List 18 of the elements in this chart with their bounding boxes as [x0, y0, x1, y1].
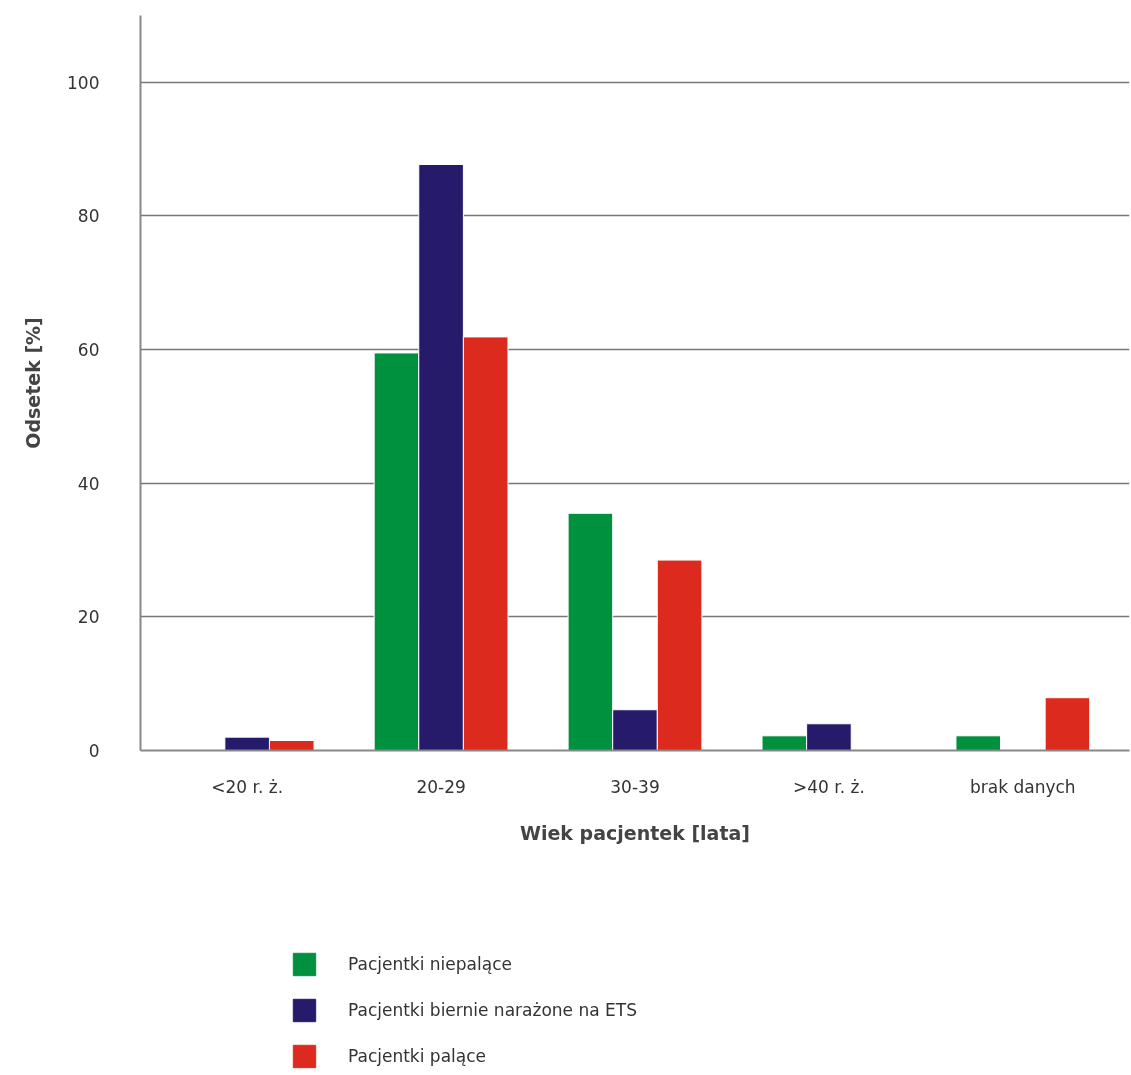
x-axis-title: Wiek pacjentek [lata]	[519, 821, 751, 844]
y-axis-title: Odsetek [%]	[22, 317, 45, 449]
bar	[1044, 697, 1091, 751]
x-tick-label: 30-39	[610, 776, 660, 797]
y-tick-label: 100	[67, 72, 100, 93]
y-tick-label: 0	[88, 741, 100, 761]
x-tick-label: brak danych	[970, 776, 1076, 797]
x-tick-label: >40 r. ż.	[793, 776, 865, 797]
y-tick-label: 40	[77, 473, 100, 494]
bar	[955, 735, 1002, 751]
x-tick-label: <20 r. ż.	[211, 776, 284, 797]
y-tick-label: 80	[77, 206, 100, 227]
legend-label: Pacjentki palące	[348, 1046, 487, 1066]
x-tick-label: 20-29	[416, 776, 466, 797]
y-tick-label: 20	[77, 607, 100, 628]
y-tick-label: 60	[77, 340, 100, 361]
legend-label: Pacjentki biernie narażone na ETS	[348, 1000, 637, 1020]
legend-label: Pacjentki niepalące	[348, 954, 512, 974]
